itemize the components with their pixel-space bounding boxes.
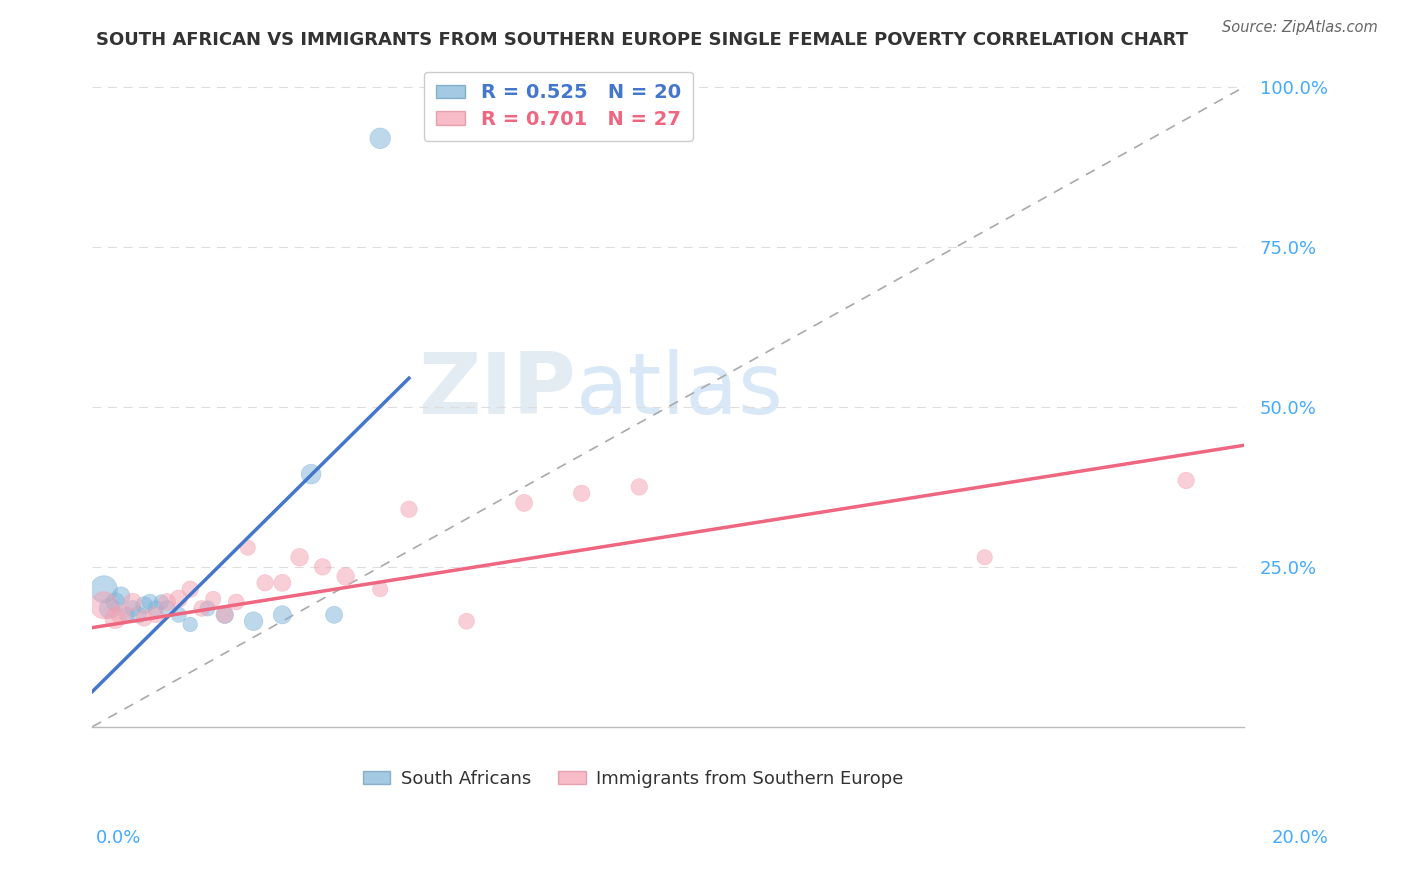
Point	[1175, 474, 1198, 488]
Point	[368, 131, 391, 145]
Point	[236, 541, 259, 555]
Point	[335, 569, 357, 583]
Point	[150, 595, 173, 609]
Point	[202, 591, 225, 606]
Point	[254, 575, 277, 590]
Point	[139, 595, 162, 609]
Point	[214, 607, 236, 622]
Point	[197, 601, 219, 615]
Point	[190, 601, 212, 615]
Text: 20.0%: 20.0%	[1272, 830, 1329, 847]
Point	[179, 582, 201, 597]
Point	[973, 550, 995, 565]
Point	[110, 607, 132, 622]
Text: Source: ZipAtlas.com: Source: ZipAtlas.com	[1222, 20, 1378, 35]
Point	[571, 486, 593, 500]
Point	[93, 582, 115, 597]
Point	[115, 607, 138, 622]
Point	[242, 614, 264, 628]
Point	[271, 575, 294, 590]
Point	[98, 601, 121, 615]
Text: SOUTH AFRICAN VS IMMIGRANTS FROM SOUTHERN EUROPE SINGLE FEMALE POVERTY CORRELATI: SOUTH AFRICAN VS IMMIGRANTS FROM SOUTHER…	[96, 31, 1188, 49]
Point	[368, 582, 391, 597]
Point	[156, 595, 179, 609]
Point	[225, 595, 247, 609]
Legend: South Africans, Immigrants from Southern Europe: South Africans, Immigrants from Southern…	[356, 763, 911, 795]
Point	[311, 559, 333, 574]
Point	[167, 591, 190, 606]
Point	[167, 607, 190, 622]
Point	[93, 599, 115, 613]
Point	[271, 607, 294, 622]
Point	[134, 611, 156, 625]
Text: 0.0%: 0.0%	[96, 830, 141, 847]
Point	[323, 607, 346, 622]
Point	[179, 617, 201, 632]
Point	[110, 589, 132, 603]
Point	[513, 496, 536, 510]
Text: ZIP: ZIP	[418, 350, 576, 433]
Point	[134, 599, 156, 613]
Text: atlas: atlas	[576, 350, 785, 433]
Point	[456, 614, 478, 628]
Point	[104, 611, 127, 625]
Point	[214, 607, 236, 622]
Point	[121, 601, 143, 615]
Point	[299, 467, 322, 482]
Point	[145, 601, 167, 615]
Point	[398, 502, 420, 516]
Point	[156, 601, 179, 615]
Point	[127, 607, 149, 622]
Point	[121, 595, 143, 609]
Point	[145, 607, 167, 622]
Point	[288, 550, 311, 565]
Point	[628, 480, 651, 494]
Point	[104, 595, 127, 609]
